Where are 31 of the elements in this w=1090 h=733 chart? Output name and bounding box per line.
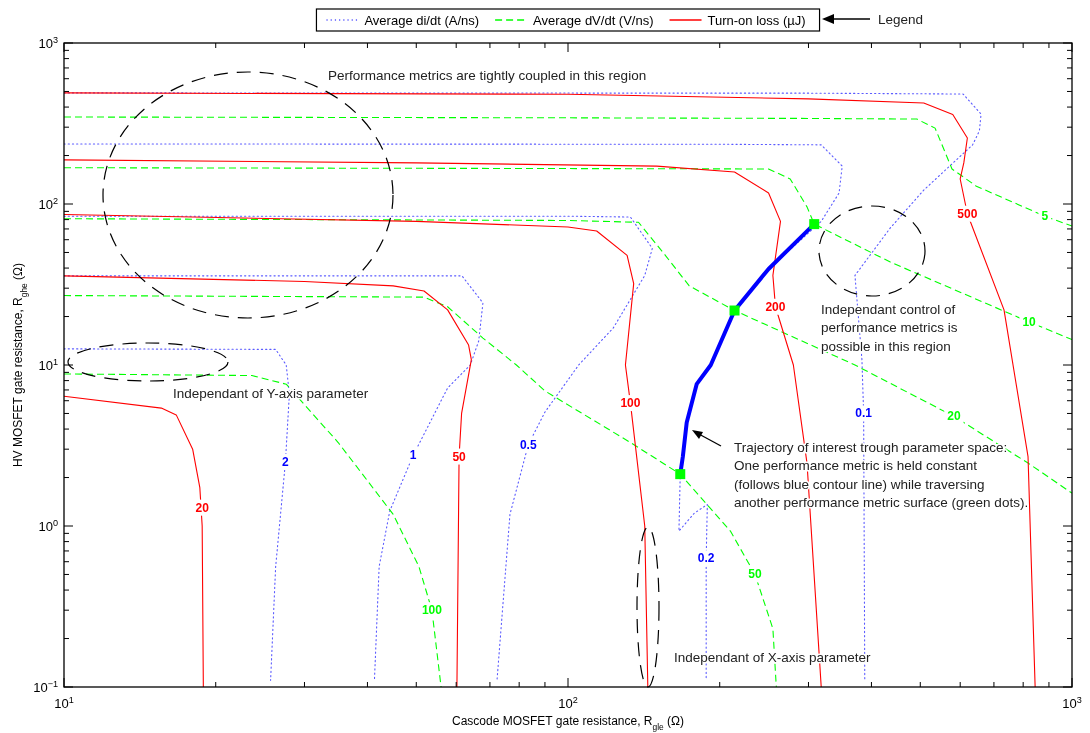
annotation: 50 bbox=[452, 449, 467, 464]
annotation: 0.2 bbox=[697, 551, 715, 566]
y-tick-label: 10$^{3}$ bbox=[38, 35, 58, 51]
annotation: Performance metrics are tightly coupled in this region bbox=[328, 68, 647, 83]
annotation: 2 bbox=[282, 454, 290, 469]
legend-label: Turn-on loss (µJ) bbox=[707, 13, 806, 28]
annotation: Independant of Y-axis parameter bbox=[173, 386, 369, 401]
annotation: 20 bbox=[195, 500, 210, 515]
y-tick-label: 10$^{0}$ bbox=[38, 518, 58, 534]
x-axis-title: Cascode MOSFET gate resistance, R$_{gle}$ (Ω) bbox=[451, 714, 685, 732]
annotation: 200 bbox=[765, 299, 786, 314]
y-tick-label: 10$^{2}$ bbox=[38, 196, 58, 212]
x-tick-label: 10$^{2}$ bbox=[558, 695, 578, 711]
text: Legend bbox=[878, 12, 924, 27]
annotation: 50 bbox=[748, 567, 763, 582]
annotation: 1 bbox=[409, 448, 417, 463]
annotation: 0.5 bbox=[519, 437, 537, 452]
annotation: Independant control of performance metrics is possible in this region bbox=[821, 302, 958, 354]
y-tick-label: 10$^{−1}$ bbox=[33, 679, 58, 695]
legend-label: Average di/dt (A/ns) bbox=[364, 13, 480, 28]
y-tick-label: 10$^{1}$ bbox=[38, 357, 58, 373]
annotation: 20 bbox=[947, 409, 961, 424]
annotation: 5 bbox=[1041, 209, 1049, 224]
x-tick-label: 10$^{3}$ bbox=[1062, 695, 1082, 711]
legend-label: Average dV/dt (V/ns) bbox=[533, 13, 654, 28]
annotation: 10 bbox=[1022, 314, 1037, 329]
annotation: 100 bbox=[620, 396, 641, 411]
x-tick-label: 10$^{1}$ bbox=[54, 695, 74, 711]
annotation: 500 bbox=[957, 206, 978, 221]
annotation: 100 bbox=[421, 603, 443, 618]
annotation: 0.1 bbox=[855, 406, 873, 421]
